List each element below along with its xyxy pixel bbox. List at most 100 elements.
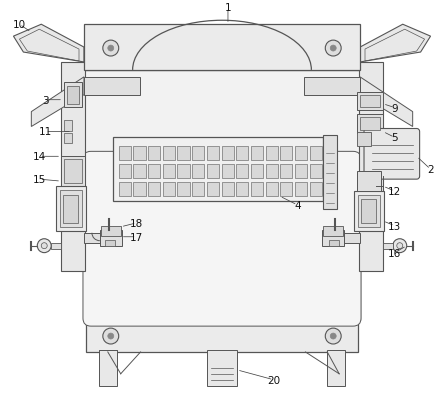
- Bar: [84, 25, 360, 71]
- Text: 15: 15: [33, 175, 46, 185]
- Text: 1: 1: [225, 3, 231, 13]
- Text: 5: 5: [392, 133, 398, 143]
- Bar: [51, 243, 61, 249]
- Bar: [222, 183, 234, 196]
- Circle shape: [103, 328, 119, 344]
- Text: 16: 16: [388, 248, 401, 258]
- Bar: [266, 165, 278, 179]
- Bar: [192, 147, 204, 161]
- Bar: [163, 165, 175, 179]
- Bar: [357, 93, 383, 110]
- Bar: [64, 120, 72, 132]
- Polygon shape: [32, 78, 84, 127]
- Bar: [358, 196, 380, 227]
- Bar: [133, 183, 146, 196]
- Text: 14: 14: [33, 152, 46, 162]
- Text: 11: 11: [39, 127, 52, 137]
- Bar: [60, 190, 82, 227]
- Bar: [207, 350, 237, 386]
- Bar: [113, 138, 323, 201]
- FancyBboxPatch shape: [364, 129, 420, 180]
- Bar: [64, 134, 72, 144]
- Text: 17: 17: [130, 232, 143, 242]
- Bar: [266, 147, 278, 161]
- Bar: [323, 136, 337, 209]
- Bar: [84, 233, 100, 243]
- Circle shape: [108, 333, 114, 339]
- Bar: [119, 165, 131, 179]
- Bar: [222, 165, 234, 179]
- Polygon shape: [360, 78, 412, 127]
- Bar: [178, 147, 190, 161]
- Circle shape: [37, 239, 51, 253]
- Bar: [119, 147, 131, 161]
- Bar: [207, 147, 219, 161]
- Bar: [251, 183, 263, 196]
- Text: 12: 12: [388, 186, 401, 196]
- Text: 20: 20: [267, 375, 280, 385]
- Bar: [148, 147, 160, 161]
- Bar: [344, 233, 360, 243]
- Bar: [251, 147, 263, 161]
- Bar: [222, 147, 234, 161]
- Bar: [100, 230, 122, 246]
- Bar: [323, 226, 343, 236]
- Bar: [360, 95, 380, 107]
- Bar: [309, 165, 322, 179]
- Circle shape: [41, 243, 47, 249]
- Circle shape: [103, 41, 119, 57]
- Text: 13: 13: [388, 221, 401, 231]
- Bar: [309, 147, 322, 161]
- Bar: [207, 183, 219, 196]
- Bar: [354, 192, 384, 231]
- Text: 4: 4: [294, 200, 301, 211]
- Bar: [305, 78, 360, 95]
- Bar: [357, 114, 383, 134]
- Bar: [383, 243, 393, 249]
- Bar: [280, 165, 293, 179]
- Text: 18: 18: [130, 218, 143, 228]
- Bar: [99, 350, 117, 386]
- Bar: [84, 78, 139, 95]
- Bar: [266, 183, 278, 196]
- Bar: [192, 165, 204, 179]
- Bar: [327, 350, 345, 386]
- Circle shape: [325, 41, 341, 57]
- Bar: [64, 160, 82, 184]
- Text: 10: 10: [13, 20, 26, 30]
- Bar: [295, 165, 307, 179]
- Text: 2: 2: [427, 165, 434, 175]
- Circle shape: [393, 239, 407, 253]
- Bar: [63, 196, 78, 223]
- FancyBboxPatch shape: [83, 152, 361, 326]
- Circle shape: [397, 243, 403, 249]
- Bar: [178, 165, 190, 179]
- Polygon shape: [360, 25, 431, 63]
- Bar: [295, 183, 307, 196]
- Bar: [86, 320, 358, 352]
- Bar: [105, 240, 115, 246]
- Bar: [84, 71, 360, 320]
- Bar: [61, 63, 85, 271]
- Bar: [251, 165, 263, 179]
- Bar: [61, 157, 85, 186]
- Bar: [148, 183, 160, 196]
- Bar: [280, 183, 293, 196]
- Bar: [192, 183, 204, 196]
- Bar: [207, 165, 219, 179]
- Circle shape: [325, 328, 341, 344]
- Bar: [67, 87, 79, 104]
- Bar: [236, 165, 248, 179]
- Bar: [359, 63, 383, 271]
- Text: 3: 3: [42, 95, 48, 105]
- Bar: [119, 183, 131, 196]
- Circle shape: [330, 333, 336, 339]
- Bar: [360, 117, 380, 131]
- Bar: [361, 200, 376, 223]
- Bar: [133, 165, 146, 179]
- Bar: [148, 165, 160, 179]
- Bar: [163, 147, 175, 161]
- Bar: [295, 147, 307, 161]
- Bar: [163, 183, 175, 196]
- Bar: [178, 183, 190, 196]
